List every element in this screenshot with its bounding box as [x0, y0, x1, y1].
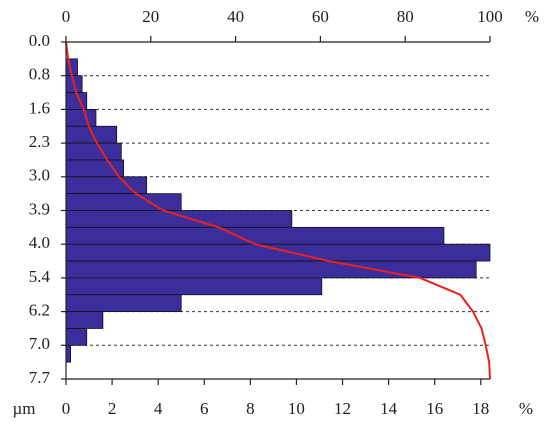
- bar: [65, 243, 491, 262]
- x2-tick-label: 0: [62, 7, 71, 26]
- bar: [65, 328, 88, 346]
- x-tick-label: 16: [426, 399, 443, 418]
- cumulative-line: [65, 41, 491, 380]
- y-tick-label: 2.3: [29, 132, 50, 151]
- y-tick-label: 7.7: [29, 368, 51, 387]
- x-tick-label: 6: [200, 399, 209, 418]
- y-tick-label: 7.0: [29, 334, 50, 353]
- bar: [65, 294, 182, 313]
- y-tick-label: 6.2: [29, 301, 50, 320]
- bottom-unit: %: [519, 399, 533, 418]
- bar: [65, 277, 323, 296]
- bar: [65, 109, 97, 127]
- x-tick-label: 10: [288, 399, 305, 418]
- top-unit: %: [525, 7, 539, 26]
- bar: [65, 226, 445, 245]
- y-tick-label: 0.0: [29, 31, 50, 50]
- x2-tick-label: 60: [312, 7, 329, 26]
- y-tick-label: 4.0: [29, 233, 50, 252]
- y-tick-label: 3.0: [29, 166, 50, 185]
- y-tick-label: 0.8: [29, 65, 50, 84]
- bar: [65, 142, 122, 161]
- bar: [65, 311, 104, 329]
- bar: [65, 125, 118, 144]
- bar: [65, 260, 477, 279]
- y-tick-label: 1.6: [29, 98, 50, 117]
- x-tick-label: 14: [380, 399, 398, 418]
- x-tick-label: 0: [62, 399, 71, 418]
- x-tick-label: 12: [334, 399, 351, 418]
- x-tick-label: 2: [108, 399, 117, 418]
- x2-tick-label: 80: [397, 7, 414, 26]
- x-tick-label: 8: [246, 399, 255, 418]
- x-tick-label: 4: [154, 399, 163, 418]
- x-tick-label: 18: [472, 399, 489, 418]
- y-tick-label: 5.4: [29, 267, 51, 286]
- y-unit: µm: [12, 399, 35, 418]
- y-tick-label: 3.9: [29, 199, 50, 218]
- bar: [65, 344, 72, 363]
- x2-tick-label: 20: [142, 7, 159, 26]
- bar: [65, 159, 125, 178]
- x2-tick-label: 100: [477, 7, 503, 26]
- x2-tick-label: 40: [227, 7, 244, 26]
- bar: [65, 210, 293, 228]
- bar: [65, 193, 182, 211]
